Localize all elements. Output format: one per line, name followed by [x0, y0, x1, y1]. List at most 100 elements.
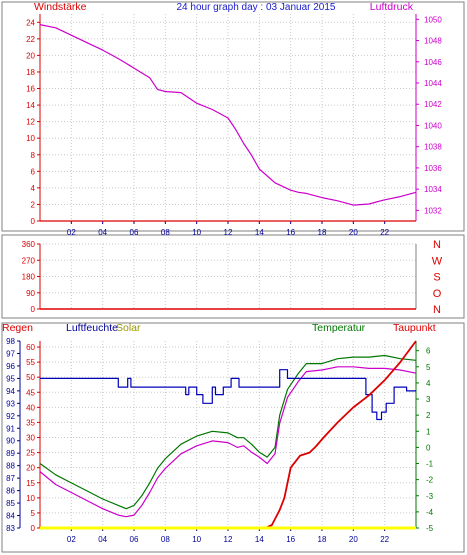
- p1-ytick-label: 18: [26, 68, 35, 77]
- p1-y2tick-label: 1034: [424, 185, 442, 194]
- p3-humidity-tick-label: 91: [6, 424, 15, 433]
- p3-temp-tick-label: 4: [426, 379, 431, 388]
- p3-xtick-label: 06: [130, 535, 139, 544]
- p1-xtick-label: 06: [130, 228, 139, 237]
- p3-humidity-tick-label: 88: [6, 462, 15, 471]
- p1-xtick-label: 10: [192, 228, 201, 237]
- p3-temp-tick-label: -3: [426, 492, 434, 501]
- p3-humidity-tick-label: 92: [6, 412, 15, 421]
- p3-humidity-tick-label: 83: [6, 524, 15, 533]
- p3-regen-tick-label: 15: [26, 479, 35, 488]
- p1-ytick-label: 14: [26, 101, 35, 110]
- p3-regen-tick-label: 50: [26, 373, 35, 382]
- p3-series-luftfeuchte: [40, 369, 416, 421]
- p3-temp-tick-label: 5: [426, 363, 431, 372]
- p1-y2tick-label: 1046: [424, 58, 442, 67]
- p2-ytick-label: 90: [26, 289, 35, 298]
- p3-temp-tick-label: 0: [426, 443, 431, 452]
- p2-ytick-label: 360: [22, 240, 36, 249]
- p1-ytick-label: 10: [26, 134, 35, 143]
- p3-humidity-tick-label: 85: [6, 499, 15, 508]
- p1-ytick-label: 6: [31, 167, 36, 176]
- p1-ytick-label: 16: [26, 85, 35, 94]
- p3-temp-tick-label: 1: [426, 427, 431, 436]
- p2-direction-label-3: O: [433, 288, 442, 300]
- p1-xtick-label: 14: [255, 228, 264, 237]
- p1-left-label: Windstärke: [34, 1, 87, 13]
- p3-regen-tick-label: 5: [31, 509, 36, 518]
- p1-xtick-label: 04: [98, 228, 107, 237]
- p3-regen-tick-label: 25: [26, 449, 35, 458]
- p1-ytick-label: 12: [26, 118, 35, 127]
- p3-regen-tick-label: 45: [26, 388, 35, 397]
- p1-xtick-label: 18: [318, 228, 327, 237]
- p2-direction-label-0: N: [433, 239, 441, 251]
- p3-xtick-label: 08: [161, 535, 170, 544]
- p3-humidity-tick-label: 96: [6, 362, 15, 371]
- p2-ytick-label: 0: [31, 305, 36, 314]
- p3-label-regen: Regen: [2, 322, 33, 334]
- p3-series-temperatur: [39, 354, 417, 510]
- p3-regen-tick-label: 0: [31, 524, 36, 533]
- p3-regen-tick-label: 20: [26, 464, 35, 473]
- panel-frame-2: [1, 234, 465, 319]
- p1-y2tick-label: 1048: [424, 37, 442, 46]
- p3-label-luftfeuchte: Luftfeuchte: [66, 322, 118, 334]
- p3-humidity-tick-label: 94: [6, 387, 15, 396]
- p3-temp-tick-label: -4: [426, 508, 434, 517]
- p3-regen-tick-label: 55: [26, 358, 35, 367]
- p1-series-luftdruck: [39, 24, 417, 206]
- p1-y2tick-label: 1032: [424, 206, 442, 215]
- p1-ytick-label: 0: [31, 217, 36, 226]
- p1-y2tick-label: 1050: [424, 15, 442, 24]
- p1-ytick-label: 2: [31, 200, 36, 209]
- p1-y2tick-label: 1040: [424, 121, 442, 130]
- p1-xtick-label: 16: [286, 228, 295, 237]
- panel-frame-1: [1, 1, 465, 232]
- p3-regen-tick-label: 60: [26, 343, 35, 352]
- p3-xtick-label: 12: [224, 535, 233, 544]
- p1-ytick-label: 4: [31, 184, 36, 193]
- p3-humidity-tick-label: 87: [6, 474, 15, 483]
- p3-label-taupunkt: Taupunkt: [393, 322, 436, 334]
- p3-humidity-tick-label: 86: [6, 487, 15, 496]
- p3-humidity-tick-label: 97: [6, 349, 15, 358]
- p3-temp-tick-label: 2: [426, 411, 431, 420]
- chart-title: 24 hour graph day : 03 Januar 2015: [176, 2, 335, 13]
- p3-xtick-label: 18: [318, 535, 327, 544]
- p3-xtick-label: 14: [255, 535, 264, 544]
- p3-humidity-tick-label: 98: [6, 337, 15, 346]
- p1-right-label: Luftdruck: [370, 1, 414, 13]
- p3-xtick-label: 22: [380, 535, 389, 544]
- p3-xtick-label: 20: [349, 535, 358, 544]
- p3-xtick-label: 04: [98, 535, 107, 544]
- p3-regen-tick-label: 30: [26, 434, 35, 443]
- p1-ytick-label: 8: [31, 151, 36, 160]
- p3-xtick-label: 02: [67, 535, 76, 544]
- p3-regen-tick-label: 35: [26, 418, 35, 427]
- p3-humidity-tick-label: 84: [6, 512, 15, 521]
- p3-humidity-tick-label: 89: [6, 449, 15, 458]
- p3-regen-tick-label: 40: [26, 403, 35, 412]
- p1-ytick-label: 20: [26, 51, 35, 60]
- p2-direction-label-2: S: [433, 272, 440, 284]
- p3-series-taupunkt: [39, 366, 417, 518]
- p1-xtick-label: 02: [67, 228, 76, 237]
- p3-humidity-tick-label: 90: [6, 437, 15, 446]
- p1-y2tick-label: 1038: [424, 143, 442, 152]
- p1-xtick-label: 20: [349, 228, 358, 237]
- p3-temp-tick-label: -5: [426, 524, 434, 533]
- p1-xtick-label: 22: [380, 228, 389, 237]
- p1-xtick-label: 08: [161, 228, 170, 237]
- p2-ytick-label: 180: [22, 273, 36, 282]
- p1-y2tick-label: 1042: [424, 100, 442, 109]
- p1-y2tick-label: 1036: [424, 164, 442, 173]
- p1-ytick-label: 24: [26, 18, 35, 27]
- p3-temp-tick-label: -1: [426, 460, 434, 469]
- p3-temp-tick-label: 3: [426, 395, 431, 404]
- p3-regen-tick-label: 10: [26, 494, 35, 503]
- p2-direction-label-1: W: [432, 255, 443, 267]
- panel-frame-3: [1, 322, 465, 553]
- p3-temp-tick-label: -2: [426, 476, 434, 485]
